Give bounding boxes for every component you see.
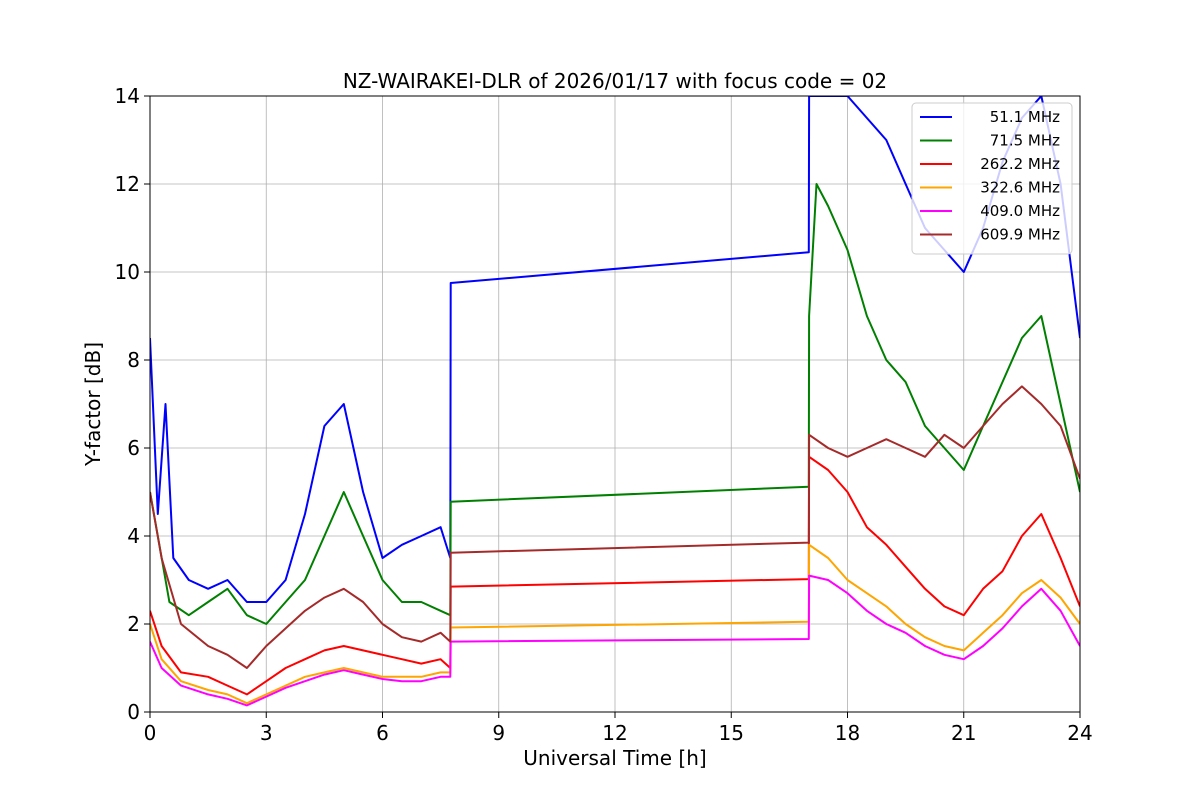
x-tick-label: 24: [1067, 721, 1092, 745]
legend-entry: 262.2 MHz: [980, 155, 1060, 173]
y-tick-label: 6: [127, 436, 140, 460]
x-tick-label: 15: [719, 721, 744, 745]
x-tick-label: 21: [951, 721, 976, 745]
x-tick-label: 12: [602, 721, 627, 745]
y-tick-label: 2: [127, 612, 140, 636]
series-line-5: [150, 385, 1080, 669]
legend-entry: 409.0 MHz: [980, 202, 1060, 220]
series-line-0: [150, 96, 1080, 603]
legend-entry: 51.1 MHz: [990, 108, 1060, 126]
x-tick-label: 9: [492, 721, 505, 745]
x-tick-label: 18: [835, 721, 860, 745]
y-tick-label: 4: [127, 524, 140, 548]
x-axis-label: Universal Time [h]: [523, 746, 706, 770]
y-axis-label: Y-factor [dB]: [81, 342, 105, 467]
x-tick-label: 6: [376, 721, 389, 745]
chart-title: NZ-WAIRAKEI-DLR of 2026/01/17 with focus…: [343, 69, 887, 93]
y-tick-label: 0: [127, 700, 140, 724]
x-tick-label: 3: [260, 721, 273, 745]
legend: 51.1 MHz 71.5 MHz 262.2 MHz 322.6 MHz 409.0 …: [911, 102, 1073, 255]
series-line-4: [150, 574, 1080, 707]
legend-entry: 71.5 MHz: [990, 132, 1060, 150]
y-tick-label: 8: [127, 348, 140, 372]
x-tick-label: 0: [144, 721, 157, 745]
y-tick-label: 14: [115, 84, 140, 108]
legend-entry: 609.9 MHz: [980, 226, 1060, 244]
y-tick-label: 12: [115, 172, 140, 196]
legend-entry: 322.6 MHz: [980, 179, 1060, 197]
y-tick-label: 10: [115, 260, 140, 284]
series-group: [150, 96, 1080, 707]
